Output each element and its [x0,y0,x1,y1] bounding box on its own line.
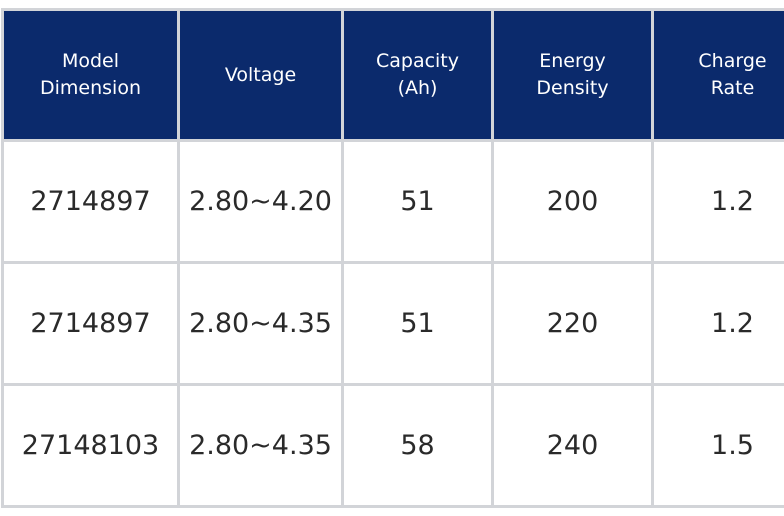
table-cell: 1.2 [651,261,784,386]
table-cell: 220 [491,261,654,386]
table-cell: 2.80~4.35 [177,261,344,386]
table-cell: 240 [491,383,654,508]
table-cell: 2714897 [1,139,180,264]
header-cell: Capacity (Ah) [341,8,494,142]
header-cell: Charge Rate [651,8,784,142]
spec-table: Model Dimension Voltage Capacity (Ah) Energ… [1,8,784,508]
table-container: Model Dimension Voltage Capacity (Ah) Energ… [0,8,784,512]
table-cell: 51 [341,261,494,386]
header-row: Model Dimension Voltage Capacity (Ah) Energ… [1,8,784,142]
table-row: 2714897 2.80~4.35 51 220 1.2 [1,261,784,386]
table-cell: 2.80~4.35 [177,383,344,508]
table-cell: 2.80~4.20 [177,139,344,264]
table-body: 2714897 2.80~4.20 51 200 1.2 2714897 2.80~4.35… [1,139,784,508]
table-cell: 200 [491,139,654,264]
header-cell: Voltage [177,8,344,142]
table-cell: 58 [341,383,494,508]
table-cell: 2714897 [1,261,180,386]
table-cell: 27148103 [1,383,180,508]
table-row: 27148103 2.80~4.35 58 240 1.5 [1,383,784,508]
table-cell: 1.2 [651,139,784,264]
table-cell: 51 [341,139,494,264]
table-cell: 1.5 [651,383,784,508]
table-row: 2714897 2.80~4.20 51 200 1.2 [1,139,784,264]
header-cell: Model Dimension [1,8,180,142]
header-cell: Energy Density [491,8,654,142]
